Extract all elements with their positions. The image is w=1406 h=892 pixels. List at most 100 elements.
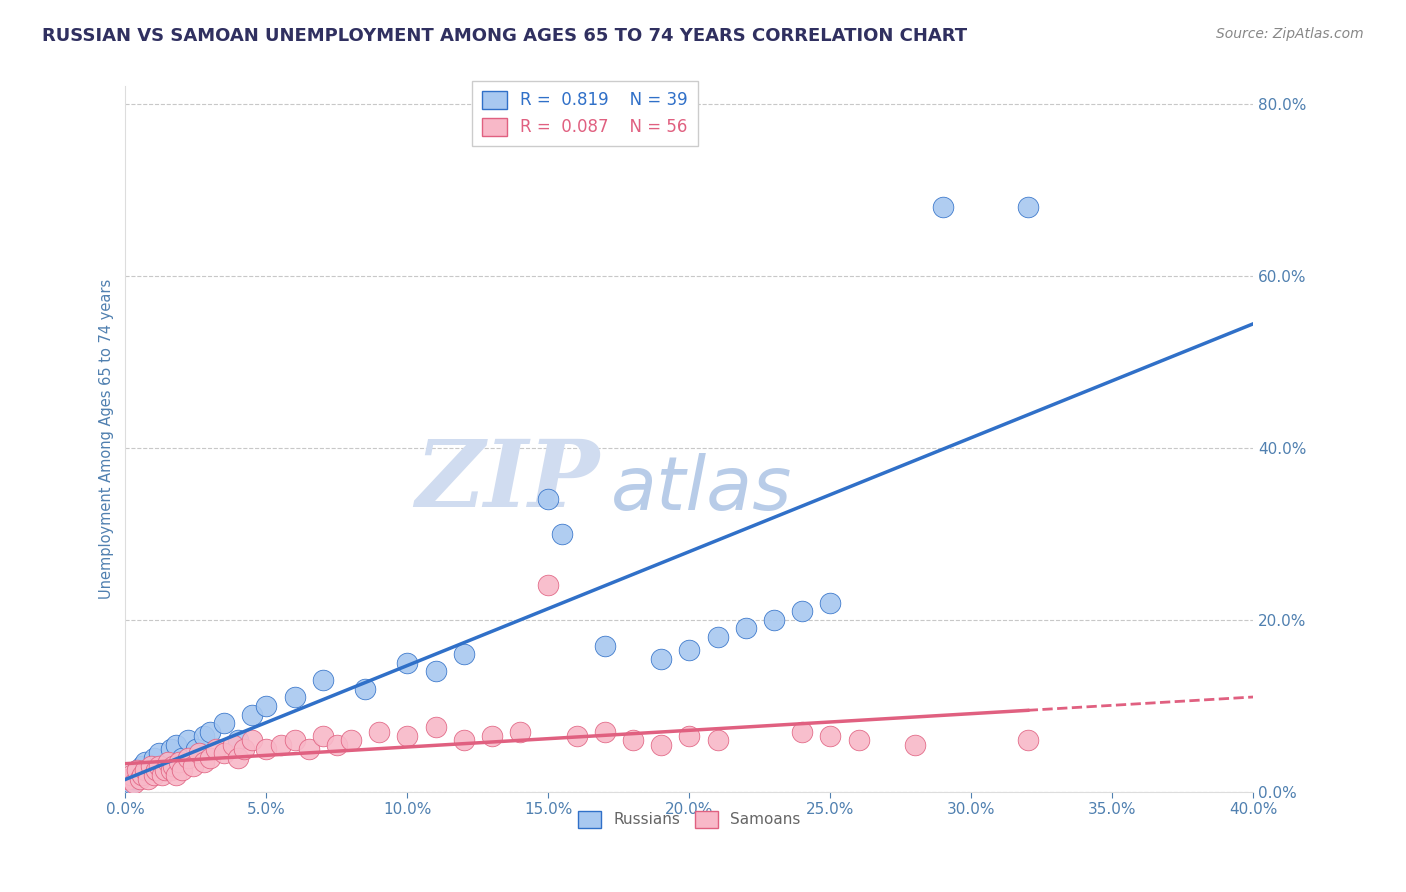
Point	[453, 733, 475, 747]
Point	[565, 729, 588, 743]
Point	[131, 768, 153, 782]
Point	[706, 630, 728, 644]
Point	[221, 738, 243, 752]
Point	[165, 738, 187, 752]
Point	[148, 759, 170, 773]
Point	[181, 759, 204, 773]
Point	[256, 698, 278, 713]
Text: Source: ZipAtlas.com: Source: ZipAtlas.com	[1216, 27, 1364, 41]
Point	[509, 724, 531, 739]
Point	[1017, 733, 1039, 747]
Point	[678, 643, 700, 657]
Point	[212, 716, 235, 731]
Point	[650, 738, 672, 752]
Point	[184, 742, 207, 756]
Point	[120, 768, 142, 782]
Point	[153, 764, 176, 778]
Point	[481, 729, 503, 743]
Legend: Russians, Samoans: Russians, Samoans	[572, 805, 807, 834]
Point	[453, 648, 475, 662]
Point	[226, 733, 249, 747]
Point	[134, 755, 156, 769]
Point	[932, 200, 955, 214]
Point	[1017, 200, 1039, 214]
Text: atlas: atlas	[610, 452, 792, 524]
Point	[425, 720, 447, 734]
Point	[425, 665, 447, 679]
Point	[122, 772, 145, 786]
Point	[134, 764, 156, 778]
Point	[226, 750, 249, 764]
Text: ZIP: ZIP	[415, 436, 599, 526]
Point	[678, 729, 700, 743]
Point	[396, 656, 419, 670]
Point	[593, 639, 616, 653]
Point	[156, 755, 179, 769]
Point	[139, 759, 162, 773]
Point	[176, 733, 198, 747]
Point	[312, 729, 335, 743]
Point	[128, 768, 150, 782]
Point	[256, 742, 278, 756]
Point	[284, 733, 307, 747]
Point	[792, 604, 814, 618]
Point	[204, 742, 226, 756]
Point	[150, 768, 173, 782]
Point	[159, 764, 181, 778]
Text: RUSSIAN VS SAMOAN UNEMPLOYMENT AMONG AGES 65 TO 74 YEARS CORRELATION CHART: RUSSIAN VS SAMOAN UNEMPLOYMENT AMONG AGE…	[42, 27, 967, 45]
Point	[340, 733, 363, 747]
Point	[142, 750, 165, 764]
Point	[153, 759, 176, 773]
Point	[270, 738, 292, 752]
Point	[762, 613, 785, 627]
Point	[120, 776, 142, 790]
Point	[193, 729, 215, 743]
Point	[187, 746, 209, 760]
Point	[820, 729, 842, 743]
Point	[792, 724, 814, 739]
Point	[125, 764, 148, 778]
Point	[176, 750, 198, 764]
Point	[240, 733, 263, 747]
Point	[232, 742, 254, 756]
Point	[212, 746, 235, 760]
Point	[904, 738, 927, 752]
Point	[122, 776, 145, 790]
Point	[170, 750, 193, 764]
Point	[142, 768, 165, 782]
Point	[136, 764, 159, 778]
Point	[170, 764, 193, 778]
Point	[193, 755, 215, 769]
Point	[312, 673, 335, 687]
Point	[159, 742, 181, 756]
Point	[848, 733, 870, 747]
Point	[125, 764, 148, 778]
Point	[117, 772, 139, 786]
Point	[165, 768, 187, 782]
Point	[820, 596, 842, 610]
Point	[167, 755, 190, 769]
Point	[396, 729, 419, 743]
Y-axis label: Unemployment Among Ages 65 to 74 years: Unemployment Among Ages 65 to 74 years	[100, 279, 114, 599]
Point	[354, 681, 377, 696]
Point	[734, 622, 756, 636]
Point	[706, 733, 728, 747]
Point	[650, 651, 672, 665]
Point	[131, 759, 153, 773]
Point	[326, 738, 349, 752]
Point	[551, 526, 574, 541]
Point	[198, 750, 221, 764]
Point	[198, 724, 221, 739]
Point	[593, 724, 616, 739]
Point	[537, 578, 560, 592]
Point	[284, 690, 307, 705]
Point	[368, 724, 391, 739]
Point	[537, 492, 560, 507]
Point	[240, 707, 263, 722]
Point	[621, 733, 644, 747]
Point	[162, 759, 184, 773]
Point	[148, 746, 170, 760]
Point	[145, 764, 167, 778]
Point	[298, 742, 321, 756]
Point	[136, 772, 159, 786]
